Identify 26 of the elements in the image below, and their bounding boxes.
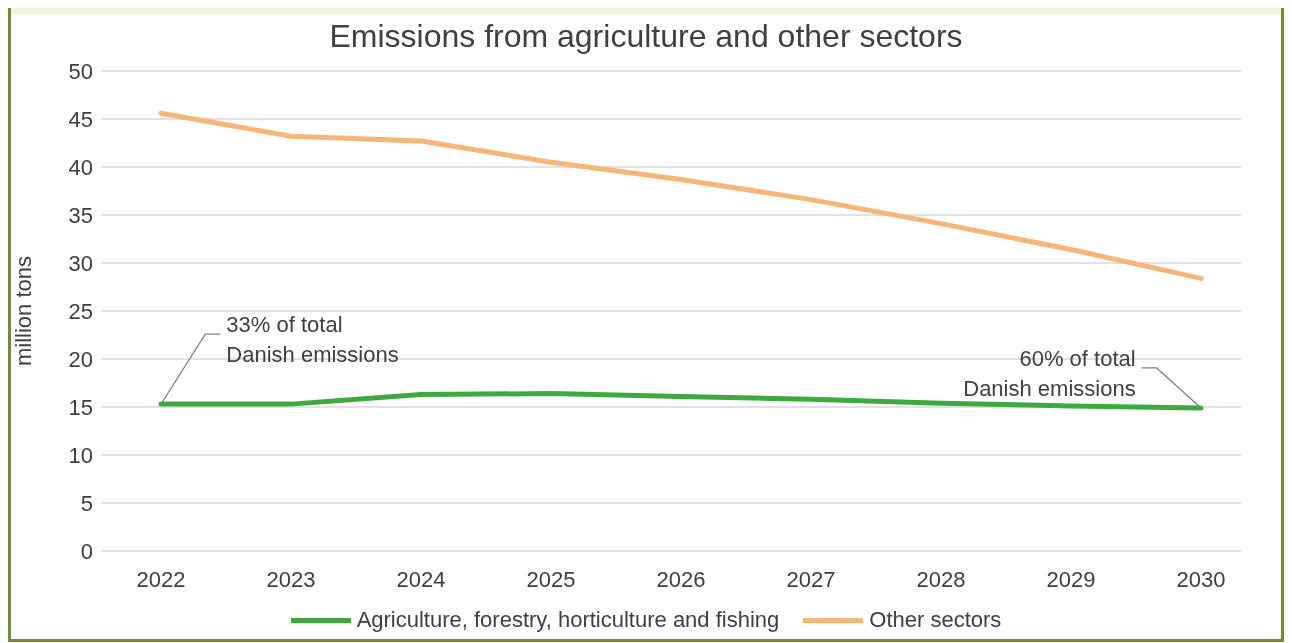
legend-label: Other sectors [869,607,1002,633]
y-tick-label: 15 [68,394,93,420]
annotation: 60% of total Danish emissions [963,345,1136,401]
x-tick-label: 2026 [656,566,706,592]
y-tick-label: 10 [68,442,93,468]
y-tick-label: 25 [68,298,93,324]
y-tick-label: 40 [68,154,93,180]
x-tick-label: 2028 [916,566,966,592]
x-tick-label: 2024 [396,566,446,592]
x-tick-label: 2023 [266,566,316,592]
y-tick-label: 20 [68,346,93,372]
y-axis-title: million tons [10,255,36,367]
annotation: 33% of total Danish emissions [226,312,399,368]
x-tick-label: 2022 [136,566,186,592]
x-tick-label: 2029 [1046,566,1096,592]
x-tick-label: 2030 [1176,566,1226,592]
y-tick-label: 0 [80,538,93,564]
y-tick-label: 30 [68,250,93,276]
y-tick-label: 50 [68,58,93,84]
x-tick-label: 2027 [786,566,836,592]
y-tick-label: 5 [80,490,93,516]
chart-title: Emissions from agriculture and other sectors [329,18,963,54]
y-tick-label: 45 [68,106,93,132]
x-tick-label: 2025 [526,566,576,592]
legend-label: Agriculture, forestry, horticulture and fishing [356,607,780,633]
y-tick-label: 35 [68,202,93,228]
